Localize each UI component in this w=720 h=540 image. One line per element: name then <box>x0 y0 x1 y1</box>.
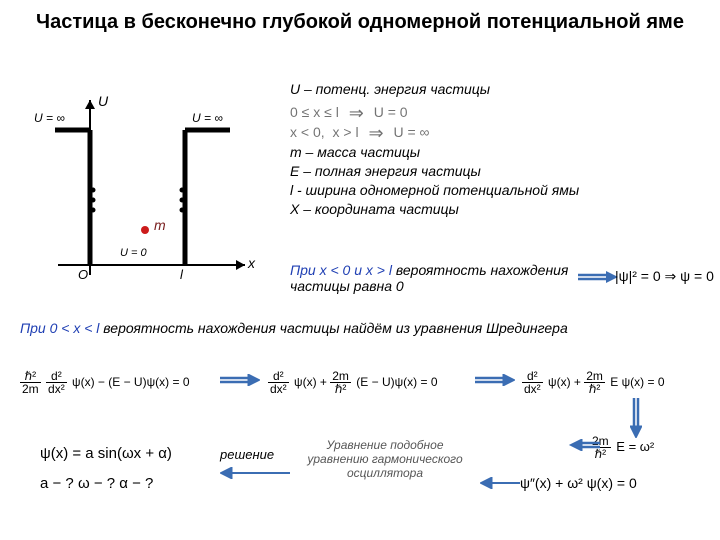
arrow-left-1 <box>220 467 290 479</box>
axis-label-u: U <box>98 93 108 109</box>
solution-row: ψ(x) = a sin(ωx + α) a − ? ω − ? α − ? р… <box>20 445 710 505</box>
note1-prefix: При x < 0 и x > l <box>290 262 392 278</box>
eq3-psi: ψ(x) + <box>548 375 584 389</box>
note-region-outside: При x < 0 и x > l вероятность нахождения… <box>290 262 620 294</box>
eq1: ℏ²2m d²dx² ψ(x) − (E − U)ψ(x) = 0 <box>20 370 190 395</box>
eq2-den1: dx² <box>268 383 289 395</box>
def-l: l - ширина одномерной потенциальной ямы <box>290 181 700 200</box>
def-m: m – масса частицы <box>290 143 700 162</box>
eq3-tail: E ψ(x) = 0 <box>610 375 664 389</box>
eq-omega-tail: E = ω² <box>616 439 654 454</box>
arrow-down-1 <box>630 398 642 438</box>
def-u: U – потенц. энергия частицы <box>290 80 700 99</box>
page-title: Частица в бесконечно глубокой одномерной… <box>0 10 720 35</box>
overlay-row2-right: U = ∞ <box>393 124 429 140</box>
eq2-psi: ψ(x) + <box>294 375 330 389</box>
definitions: U – потенц. энергия частицы 0 ≤ x ≤ l ⇒ … <box>290 80 700 218</box>
arrow-right-3 <box>475 374 515 386</box>
eq3-den1: dx² <box>522 383 543 395</box>
axis-label-x: x <box>248 255 255 271</box>
u-zero: U = 0 <box>120 247 147 259</box>
eq3: d²dx² ψ(x) + 2mℏ² E ψ(x) = 0 <box>522 370 665 395</box>
note-region-inside: При 0 < x < l вероятность нахождения час… <box>20 320 700 336</box>
eq2: d²dx² ψ(x) + 2mℏ² (E − U)ψ(x) = 0 <box>268 370 438 395</box>
overlay-row2a: x < 0, <box>290 124 325 140</box>
eq-solution: ψ(x) = a sin(ωx + α) <box>40 445 172 462</box>
origin-label: O <box>78 267 88 282</box>
eq1-den1: 2m <box>20 383 41 395</box>
u-inf-left: U = ∞ <box>34 111 65 125</box>
arrow-right-1 <box>578 270 618 284</box>
arrow-left-3 <box>480 477 520 489</box>
overlay-row1-left: 0 ≤ x ≤ l <box>290 104 339 120</box>
note2-prefix: При 0 < x < l <box>20 320 99 336</box>
potential-well-figure: U x O l U = ∞ U = ∞ U = 0 m <box>30 75 260 295</box>
solution-label: решение <box>220 447 274 462</box>
eq3-den2: ℏ² <box>584 383 605 395</box>
overlay-row2: x < 0, x > l ⇒ U = ∞ <box>290 121 430 145</box>
oscillator-note: Уравнение подобное уравнению гармоническ… <box>305 439 465 480</box>
overlay-row1-right: U = 0 <box>374 104 408 120</box>
u-inf-right: U = ∞ <box>192 111 223 125</box>
def-e: E – полная энергия частицы <box>290 162 700 181</box>
particle-label: m <box>154 217 166 233</box>
eq-psi-double-prime: ψ″(x) + ω² ψ(x) = 0 <box>520 475 637 491</box>
note2-rest: вероятность нахождения частицы найдём из… <box>99 320 567 336</box>
well-svg <box>30 75 260 295</box>
eq1-den2: dx² <box>46 383 67 395</box>
l-label: l <box>180 267 183 282</box>
arrow-right-2 <box>220 374 260 386</box>
def-x: X – координата частицы <box>290 200 700 219</box>
note1-eq: |ψ|² = 0 ⇒ ψ = 0 <box>615 268 714 285</box>
overlay-row2b: x > l <box>333 124 359 140</box>
arrow-left-2 <box>560 439 600 451</box>
eq1-tail: ψ(x) − (E − U)ψ(x) = 0 <box>72 375 189 389</box>
schrodinger-chain: ℏ²2m d²dx² ψ(x) − (E − U)ψ(x) = 0 d²dx² … <box>20 360 710 430</box>
eq2-tail: (E − U)ψ(x) = 0 <box>356 375 437 389</box>
eq-unknowns: a − ? ω − ? α − ? <box>40 475 153 492</box>
eq2-den2: ℏ² <box>330 383 351 395</box>
